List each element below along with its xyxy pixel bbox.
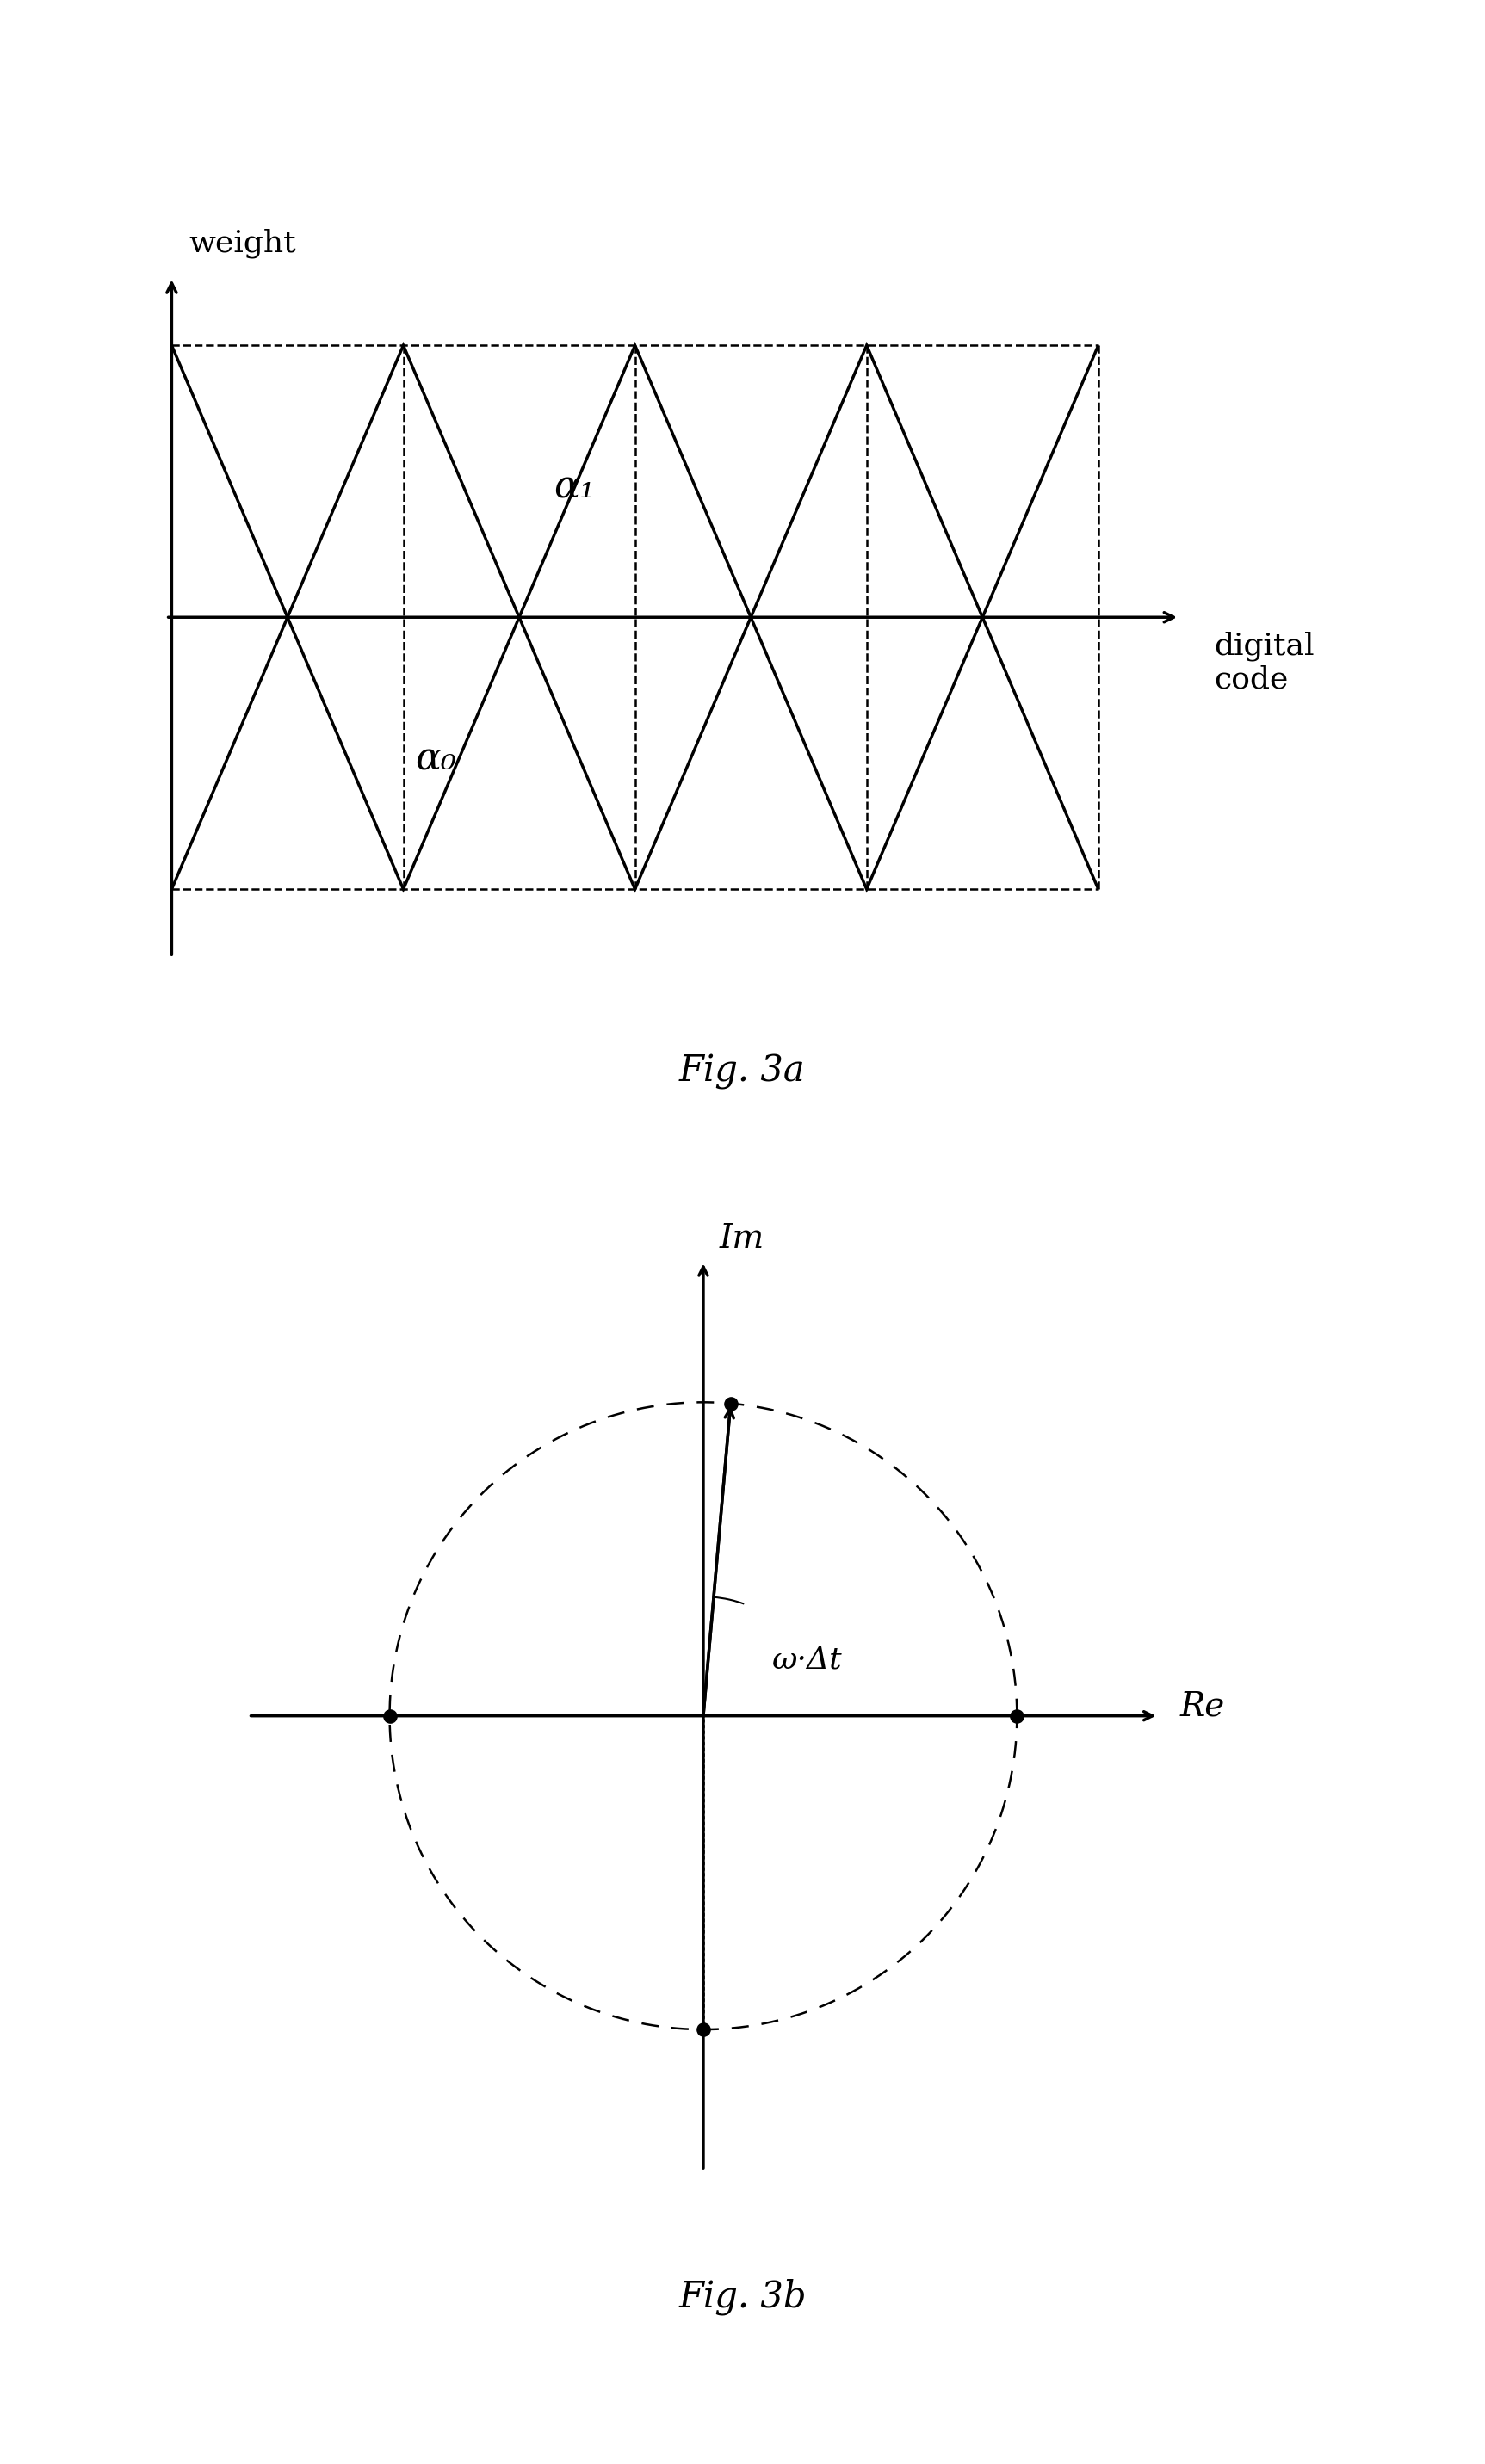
Text: Fig. 3b: Fig. 3b	[679, 2279, 806, 2314]
Text: digital
code: digital code	[1215, 631, 1314, 695]
Text: Fig. 3a: Fig. 3a	[679, 1055, 806, 1089]
Text: α₀: α₀	[414, 739, 456, 776]
Text: α₁: α₁	[554, 468, 595, 505]
Point	[1005, 1695, 1029, 1735]
Point	[692, 2011, 716, 2050]
Text: Im: Im	[719, 1222, 763, 1254]
Text: Re: Re	[1181, 1690, 1225, 1722]
Point	[719, 1385, 742, 1424]
Text: ω·Δt: ω·Δt	[772, 1646, 842, 1673]
Point	[377, 1695, 401, 1735]
Text: weight: weight	[189, 229, 297, 259]
